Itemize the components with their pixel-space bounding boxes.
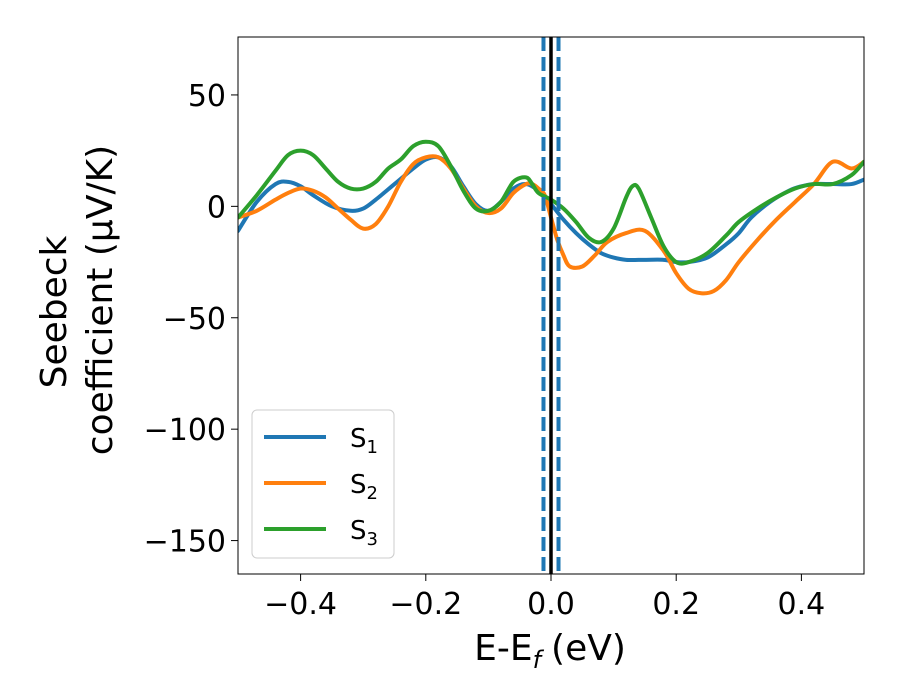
y-tick-label: −150 <box>144 525 226 560</box>
y-tick-label: −100 <box>144 413 226 448</box>
series-line-s2 <box>238 154 864 296</box>
y-tick-label: −50 <box>163 302 226 337</box>
y-tick-label: 50 <box>188 79 226 114</box>
x-tick-label: 0.0 <box>527 587 575 622</box>
x-axis-label-main: E-E <box>474 628 532 669</box>
axis-ticks: −0.4 −0.2 0.0 0.2 0.4 50 0 −50 −100 −150 <box>144 79 826 622</box>
x-axis-label: E-Ef (eV) <box>474 628 626 674</box>
y-axis-label-line2: coefficient (μV/K) <box>80 145 121 455</box>
x-tick-label: 0.4 <box>778 587 826 622</box>
x-tick-label: −0.4 <box>264 587 337 622</box>
legend-label-s1: S1 <box>350 424 378 458</box>
y-axis-label-line1: Seebeck <box>34 235 75 388</box>
legend-label-s3: S3 <box>350 516 378 550</box>
legend-label-s2: S2 <box>350 470 378 504</box>
x-axis-label-sub: f <box>533 646 545 674</box>
fermi-lines <box>541 37 561 574</box>
y-tick-label: 0 <box>207 190 226 225</box>
series-line-s3 <box>238 139 864 266</box>
x-axis-label-unit: (eV) <box>551 628 626 669</box>
x-tick-label: −0.2 <box>389 587 462 622</box>
x-tick-label: 0.2 <box>652 587 700 622</box>
series-layer <box>238 139 864 296</box>
legend: S1 S2 S3 <box>251 409 395 559</box>
